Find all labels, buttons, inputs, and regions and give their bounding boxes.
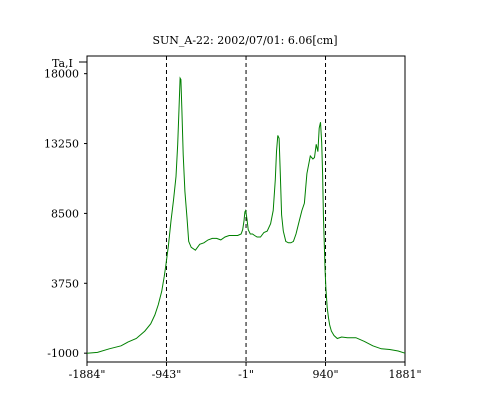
x-tick-label: 940" (312, 368, 338, 381)
y-tick-label: -1000 (47, 347, 79, 360)
y-tick-label: 13250 (44, 138, 79, 151)
y-tick-label: 8500 (51, 207, 79, 220)
reference-lines (165, 56, 327, 362)
x-tick-label: 1881" (388, 368, 421, 381)
x-axis: -1884" -943" -1" 940" 1881" (69, 362, 422, 381)
x-tick-label: -943" (152, 368, 182, 381)
series-line (86, 76, 406, 354)
y-tick-label: 18000 (44, 68, 79, 81)
y-axis: -1000 3750 8500 13250 18000 (44, 68, 87, 360)
chart-title: SUN_A-22: 2002/07/01: 6.06[cm] (152, 34, 337, 47)
x-tick-label: -1884" (69, 368, 106, 381)
y-tick-label: 3750 (51, 277, 79, 290)
y-axis-label: Ta,I (52, 57, 73, 70)
x-tick-label: -1" (238, 368, 254, 381)
